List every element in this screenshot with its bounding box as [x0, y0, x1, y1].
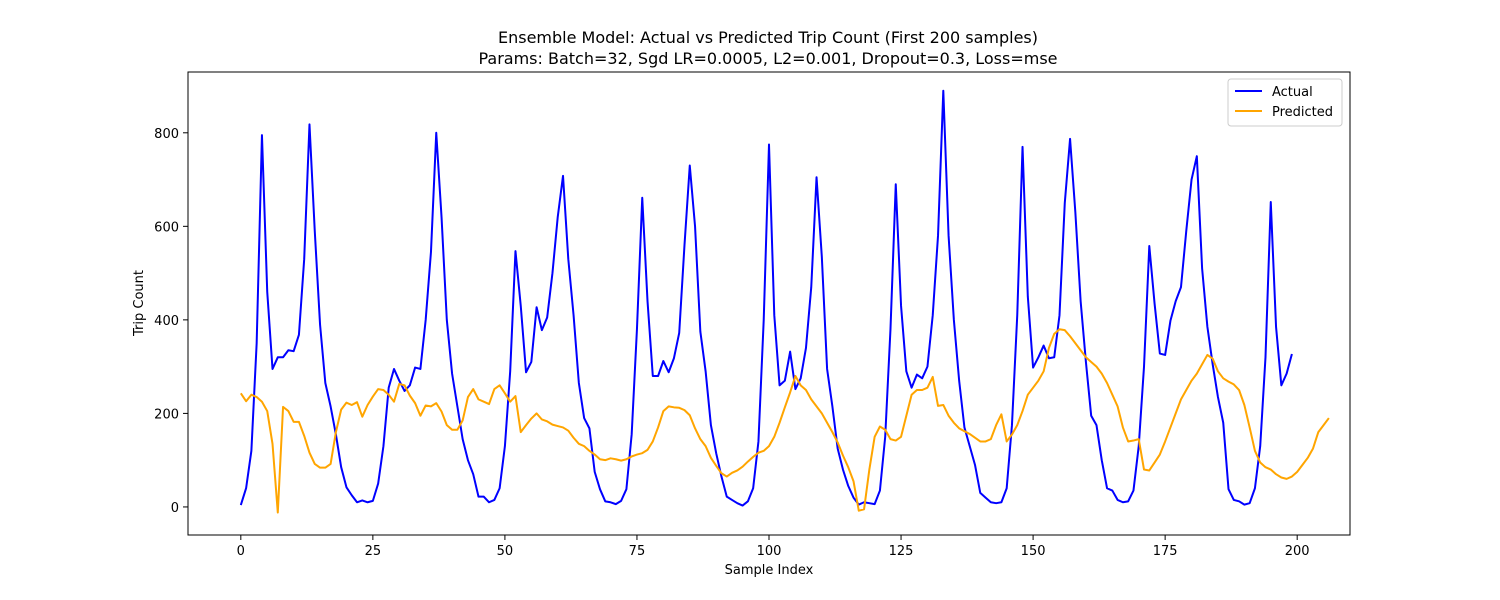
- y-tick-label: 200: [154, 407, 179, 422]
- series-line-predicted: [239, 328, 1330, 514]
- x-tick-label: 100: [757, 544, 782, 559]
- series-layer: [239, 89, 1330, 514]
- x-tick-label: 75: [629, 544, 646, 559]
- x-tick-label: 125: [889, 544, 914, 559]
- x-tick-label: 25: [365, 544, 382, 559]
- y-axis-ticks: 0 200 400 600 800: [154, 127, 188, 516]
- y-axis-label: Trip Count: [132, 270, 147, 337]
- x-tick-label: 150: [1021, 544, 1046, 559]
- legend-label-predicted: Predicted: [1272, 105, 1333, 120]
- x-tick-label: 50: [497, 544, 514, 559]
- legend-label-actual: Actual: [1272, 85, 1313, 100]
- chart-subtitle: Params: Batch=32, Sgd LR=0.0005, L2=0.00…: [478, 49, 1057, 68]
- x-tick-label: 0: [237, 544, 245, 559]
- y-tick-label: 0: [171, 501, 179, 516]
- legend: Actual Predicted: [1227, 78, 1343, 127]
- y-tick-label: 600: [154, 220, 179, 235]
- x-tick-label: 200: [1285, 544, 1310, 559]
- x-axis-label: Sample Index: [725, 563, 814, 578]
- chart-title: Ensemble Model: Actual vs Predicted Trip…: [498, 28, 1038, 47]
- x-tick-label: 175: [1153, 544, 1178, 559]
- x-axis-ticks: 0 25 50 75 100 125 150 175 200: [237, 535, 1310, 559]
- y-tick-label: 800: [154, 127, 179, 142]
- y-tick-label: 400: [154, 314, 179, 329]
- series-line-actual: [239, 89, 1293, 507]
- plot-area-frame: [187, 71, 1351, 536]
